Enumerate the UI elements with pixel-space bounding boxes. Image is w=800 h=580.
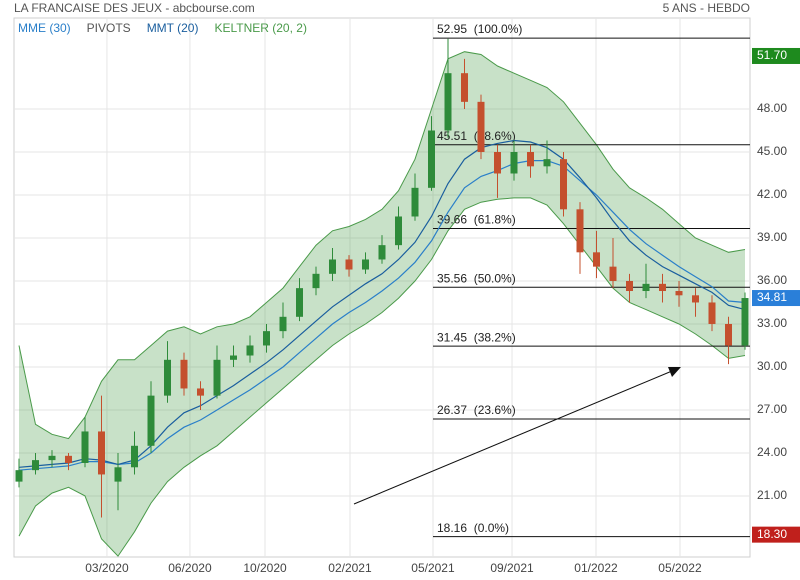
y-tick-label: 36.00 [757, 273, 787, 287]
candle-body [378, 245, 386, 260]
candle-body [494, 151, 501, 174]
arrow-line [353, 370, 673, 505]
x-tick-label: 01/2022 [574, 561, 618, 575]
candle-body [477, 101, 485, 152]
candle-body [65, 455, 72, 463]
legend-entry: MME (30) [18, 21, 71, 35]
arrow-head [668, 367, 681, 377]
candle-body [741, 298, 749, 346]
candle-body [642, 283, 650, 292]
band-upper [18, 51, 746, 440]
chart-title: LA FRANCAISE DES JEUX - abcbourse.com [14, 1, 255, 15]
axes: 21.00 24.00 27.00 30.00 33.00 36.00 39.00 42.00… [85, 47, 800, 575]
y-tick-label: 27.00 [757, 402, 787, 416]
candle-body [543, 159, 551, 167]
y-tick-label: 48.00 [757, 101, 787, 115]
candle-body [98, 431, 105, 475]
fib-label: 39.66 (61.8%) [437, 213, 516, 227]
candle-body [708, 302, 716, 324]
y-tick-label: 30.00 [757, 359, 787, 373]
y-tick-label: 42.00 [757, 187, 787, 201]
candle-body [329, 259, 336, 274]
y-tick-label: 21.00 [757, 488, 787, 502]
x-tick-label: 05/2021 [411, 561, 455, 575]
price-tag-label: 34.81 [757, 290, 787, 304]
moving-averages [18, 139, 746, 471]
price-tag-label: 18.30 [757, 527, 787, 541]
candle-body [395, 216, 402, 246]
price-tag [752, 526, 800, 543]
fib-label: 18.16 (0.0%) [437, 521, 509, 535]
fib-label: 35.56 (50.0%) [437, 271, 516, 285]
candle-body [527, 151, 534, 167]
candle-body [560, 159, 567, 210]
fib-label: 52.95 (100.0%) [437, 22, 522, 36]
fib-label: 45.51 (78.6%) [437, 129, 516, 143]
candle-body [362, 259, 369, 270]
candle-body [576, 209, 584, 253]
price-tag-label: 51.70 [757, 48, 787, 62]
candle-body [197, 388, 204, 396]
candle-body [296, 288, 303, 317]
candle-body [675, 291, 683, 296]
x-tick-label: 09/2021 [490, 561, 534, 575]
chart-subtitle: 5 ANS - HEBDO [663, 1, 750, 15]
y-tick-label: 39.00 [757, 230, 787, 244]
candle-body [48, 455, 56, 461]
y-tick-label: 33.00 [757, 316, 787, 330]
price-tag [752, 47, 800, 64]
candle-body [593, 252, 600, 267]
candle-body [32, 460, 39, 471]
x-tick-label: 10/2020 [243, 561, 287, 575]
y-tick-label: 45.00 [757, 144, 787, 158]
candle-body [164, 359, 171, 396]
x-tick-label: 05/2022 [658, 561, 702, 575]
candle-body [444, 73, 452, 131]
fibonacci-levels: 52.95 (100.0%) 45.51 (78.6%) 39.66 (61.8%)… [433, 22, 750, 538]
fib-label: 26.37 (23.6%) [437, 403, 516, 417]
candle-body [411, 187, 419, 217]
candle-body [81, 431, 89, 463]
band-lower [18, 197, 746, 557]
y-tick-label: 24.00 [757, 445, 787, 459]
candle-body [461, 73, 468, 102]
candle-body [312, 273, 320, 289]
x-tick-label: 06/2020 [168, 561, 212, 575]
candle-body [15, 470, 23, 482]
candle-body [263, 331, 270, 346]
candles [15, 38, 749, 518]
candle-body [279, 316, 287, 332]
legend-entry: MMT (20) [147, 21, 199, 35]
candle-body [180, 359, 188, 389]
x-tick-label: 03/2020 [85, 561, 129, 575]
candle-body [626, 280, 633, 292]
price-tag [752, 290, 800, 307]
legend-entry: KELTNER (20, 2) [214, 21, 306, 35]
moving-average [18, 139, 746, 468]
annotation-arrow [353, 367, 681, 505]
moving-average [18, 160, 746, 471]
candle-body [659, 283, 666, 292]
candle-body [692, 295, 699, 303]
candle-body [345, 259, 353, 270]
candle-body [131, 445, 138, 468]
candle-body [246, 345, 254, 356]
candle-body [230, 355, 237, 360]
candle-body [428, 130, 435, 188]
x-tick-label: 02/2021 [328, 561, 372, 575]
legend-entry: PIVOTS [87, 21, 131, 35]
candle-body [609, 266, 617, 281]
candle-body [213, 359, 221, 396]
candle-body [725, 323, 732, 346]
candle-body [510, 151, 518, 174]
candle-body [114, 467, 122, 482]
candle-body [147, 395, 155, 446]
legend: MME (30) PIVOTS MMT (20) KELTNER (20, 2) [18, 21, 307, 35]
fib-label: 31.45 (38.2%) [437, 330, 516, 344]
